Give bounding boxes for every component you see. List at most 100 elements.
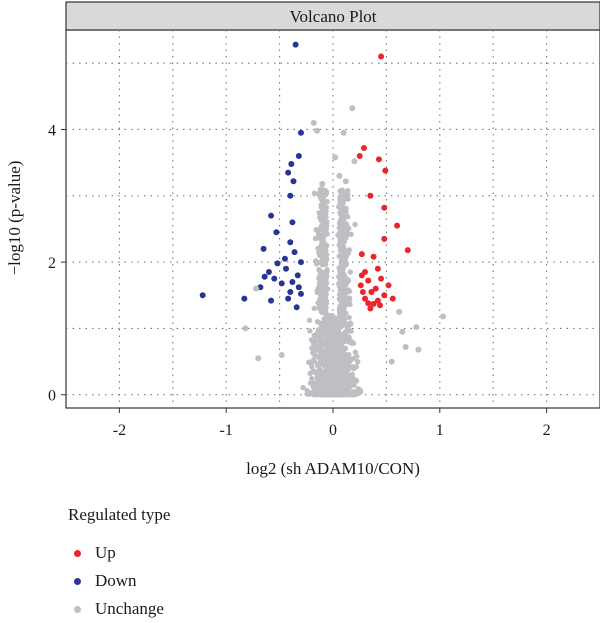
point-unchange — [342, 383, 349, 390]
point-up — [376, 302, 383, 309]
point-unchange — [333, 326, 340, 332]
point-unchange — [314, 261, 320, 267]
point-up — [370, 300, 377, 307]
point-unchange — [255, 355, 262, 362]
point-unchange — [320, 239, 327, 245]
point-unchange — [308, 337, 315, 343]
point-up — [368, 288, 375, 295]
point-down — [292, 41, 299, 48]
point-unchange — [355, 358, 361, 365]
point-unchange — [335, 314, 342, 320]
point-unchange — [314, 374, 321, 381]
point-unchange — [343, 301, 350, 307]
point-unchange — [323, 386, 329, 393]
point-unchange — [324, 348, 331, 355]
point-up — [357, 282, 364, 289]
point-up — [389, 295, 396, 302]
point-unchange — [321, 218, 327, 225]
point-down — [290, 178, 297, 185]
legend-marker-unchange — [74, 605, 81, 613]
x-axis-label: log2 (sh ADAM10/CON) — [246, 459, 420, 478]
point-unchange — [340, 239, 346, 245]
point-unchange — [344, 214, 351, 220]
point-unchange — [310, 119, 317, 126]
point-down — [271, 275, 278, 282]
point-unchange — [320, 200, 327, 206]
y-axis: 0 2 4 — [48, 122, 66, 405]
point-unchange — [337, 221, 343, 227]
point-unchange — [323, 191, 329, 197]
point-unchange — [399, 328, 406, 335]
point-up — [404, 247, 411, 254]
point-down — [274, 260, 281, 267]
point-up — [370, 253, 377, 260]
point-unchange — [314, 289, 320, 296]
point-unchange — [330, 356, 336, 362]
point-unchange — [317, 355, 323, 362]
point-down — [268, 297, 275, 304]
point-unchange — [346, 384, 353, 391]
point-unchange — [343, 391, 349, 397]
point-unchange — [318, 343, 325, 349]
point-down — [241, 295, 248, 302]
x-tick-label: 1 — [436, 422, 444, 439]
point-down — [295, 153, 302, 159]
point-unchange — [306, 317, 313, 323]
point-unchange — [311, 305, 318, 312]
point-unchange — [318, 225, 324, 231]
point-unchange — [339, 191, 345, 197]
point-unchange — [340, 129, 347, 136]
point-down — [268, 212, 275, 219]
point-unchange — [317, 186, 324, 193]
point-up — [365, 300, 372, 307]
point-unchange — [350, 389, 356, 396]
point-unchange — [335, 384, 341, 390]
point-unchange — [338, 230, 345, 237]
point-unchange — [319, 322, 325, 328]
point-unchange — [328, 330, 334, 336]
point-unchange — [322, 273, 328, 279]
point-unchange — [325, 352, 331, 358]
point-unchange — [306, 391, 312, 397]
point-unchange — [313, 127, 320, 134]
point-unchange — [344, 377, 351, 383]
point-unchange — [323, 315, 329, 321]
point-unchange — [312, 369, 318, 375]
point-unchange — [336, 172, 343, 179]
point-unchange — [338, 324, 344, 330]
point-unchange — [253, 285, 260, 292]
point-down — [285, 169, 292, 176]
point-unchange — [348, 340, 354, 346]
point-unchange — [351, 382, 357, 388]
point-unchange — [338, 361, 345, 367]
x-tick-label: -1 — [220, 422, 233, 439]
point-unchange — [315, 380, 321, 387]
point-unchange — [326, 325, 332, 331]
point-up — [360, 145, 367, 152]
point-unchange — [349, 105, 356, 112]
point-unchange — [348, 231, 354, 238]
point-unchange — [335, 336, 342, 343]
point-unchange — [344, 288, 350, 294]
point-down — [281, 255, 288, 262]
point-unchange — [337, 195, 343, 202]
point-unchange — [440, 313, 447, 320]
point-unchange — [336, 330, 343, 336]
point-down — [287, 239, 294, 246]
point-unchange — [312, 235, 319, 242]
point-unchange — [347, 269, 354, 275]
point-unchange — [336, 373, 343, 379]
point-down — [260, 245, 267, 252]
y-tick-label: 2 — [48, 255, 56, 272]
point-unchange — [402, 343, 409, 350]
point-unchange — [325, 337, 332, 344]
point-unchange — [323, 204, 329, 211]
point-up — [358, 251, 365, 258]
legend-item-unchange: Unchange — [68, 595, 170, 623]
point-down — [261, 273, 268, 280]
title-strip — [65, 1, 600, 31]
legend-label-unchange: Unchange — [95, 599, 164, 618]
chart-title: Volcano Plot — [289, 7, 376, 26]
point-unchange — [313, 227, 319, 233]
point-up — [378, 275, 385, 282]
